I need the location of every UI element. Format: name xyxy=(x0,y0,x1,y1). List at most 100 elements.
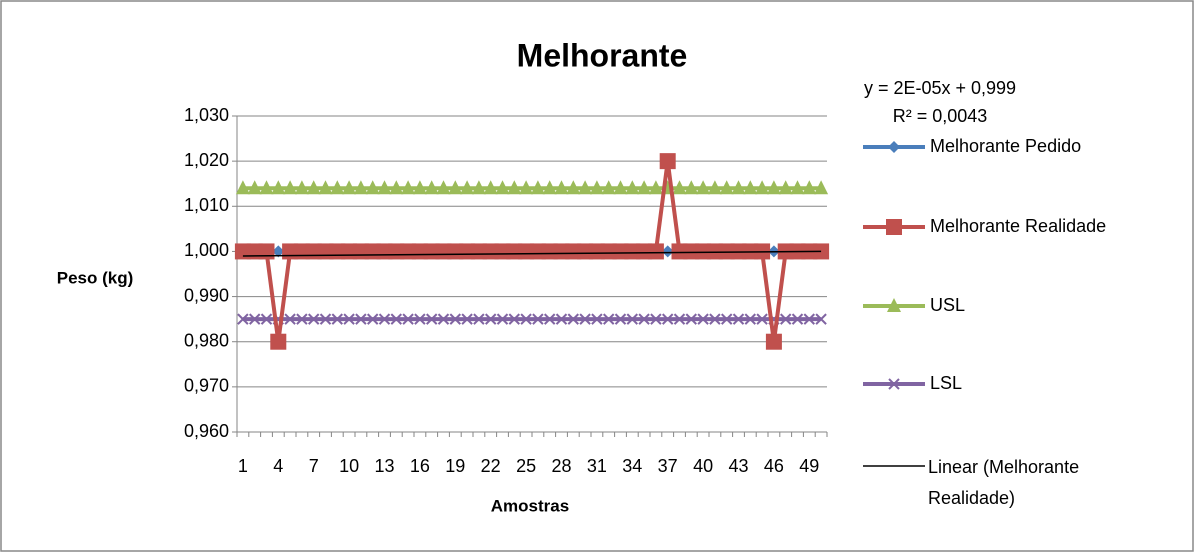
y-tick-label: 1,010 xyxy=(184,195,229,215)
marker xyxy=(353,180,368,195)
marker xyxy=(378,313,391,325)
legend-label: LSL xyxy=(930,373,962,393)
marker xyxy=(437,313,450,325)
marker xyxy=(473,313,485,325)
marker xyxy=(343,313,355,325)
x-tick-label: 37 xyxy=(658,456,678,476)
marker xyxy=(886,219,902,235)
marker xyxy=(412,180,427,195)
x-axis-title: Amostras xyxy=(491,496,569,515)
marker xyxy=(271,180,286,195)
trend-equation: y = 2E-05x + 0,999 xyxy=(864,78,1016,98)
y-tick-label: 0,990 xyxy=(184,285,229,305)
marker xyxy=(318,180,333,195)
marker xyxy=(707,180,722,195)
marker xyxy=(650,313,662,325)
marker xyxy=(756,313,768,325)
marker xyxy=(542,180,557,195)
marker xyxy=(496,313,509,325)
marker xyxy=(247,180,262,195)
marker xyxy=(720,313,733,325)
marker xyxy=(248,313,261,325)
y-tick-label: 0,960 xyxy=(184,421,229,441)
x-tick-label: 40 xyxy=(693,456,713,476)
marker xyxy=(602,313,615,325)
y-axis-title: Peso (kg) xyxy=(57,268,134,287)
trendline xyxy=(242,250,822,257)
marker xyxy=(461,313,473,325)
x-tick-label: 34 xyxy=(622,456,642,476)
marker xyxy=(778,180,793,195)
marker xyxy=(377,180,392,195)
marker xyxy=(755,180,770,195)
marker xyxy=(366,313,379,325)
y-tick-label: 1,000 xyxy=(184,240,229,260)
legend-label: Linear (Melhorante Realidade) xyxy=(928,457,1080,508)
marker xyxy=(814,180,829,195)
marker xyxy=(696,180,711,195)
marker xyxy=(791,313,804,325)
marker xyxy=(554,180,569,195)
legend-label: USL xyxy=(930,295,965,315)
marker xyxy=(471,180,486,195)
marker xyxy=(307,313,320,325)
marker xyxy=(306,180,321,195)
marker xyxy=(532,313,544,325)
marker xyxy=(296,313,308,325)
marker xyxy=(614,313,627,325)
x-tick-label: 43 xyxy=(728,456,748,476)
series-markers xyxy=(235,180,829,195)
marker xyxy=(888,141,900,153)
marker xyxy=(283,180,298,195)
marker xyxy=(401,180,416,195)
marker xyxy=(685,313,698,325)
marker xyxy=(449,313,462,325)
marker xyxy=(260,313,273,325)
marker xyxy=(495,180,510,195)
x-tick-label: 25 xyxy=(516,456,536,476)
marker xyxy=(237,313,249,325)
y-tick-label: 0,970 xyxy=(184,376,229,396)
marker xyxy=(330,180,345,195)
marker xyxy=(566,180,581,195)
marker xyxy=(647,243,664,260)
marker xyxy=(424,180,439,195)
marker xyxy=(779,313,792,325)
marker xyxy=(483,180,498,195)
trend-r2: R² = 0,0043 xyxy=(893,106,988,126)
x-tick-label: 16 xyxy=(410,456,430,476)
marker xyxy=(625,180,640,195)
series-markers xyxy=(237,313,827,325)
marker xyxy=(659,153,676,170)
marker xyxy=(626,313,639,325)
marker xyxy=(709,313,721,325)
marker xyxy=(579,313,591,325)
marker xyxy=(294,180,309,195)
marker xyxy=(766,180,781,195)
marker xyxy=(272,245,285,258)
marker xyxy=(887,298,901,312)
marker xyxy=(319,313,332,325)
y-tick-label: 1,020 xyxy=(184,150,229,170)
marker xyxy=(284,313,296,325)
y-tick-label: 0,980 xyxy=(184,330,229,350)
marker xyxy=(436,180,451,195)
series-markers xyxy=(234,153,830,350)
marker xyxy=(637,180,652,195)
marker xyxy=(802,180,817,195)
x-tick-label: 4 xyxy=(273,456,283,476)
chart-title: Melhorante xyxy=(517,37,688,73)
marker xyxy=(507,180,522,195)
x-tick-label: 7 xyxy=(309,456,319,476)
y-tick-label: 1,030 xyxy=(184,105,229,125)
marker xyxy=(355,313,367,325)
marker xyxy=(519,180,534,195)
marker xyxy=(589,180,604,195)
x-tick-label: 1 xyxy=(238,456,248,476)
marker xyxy=(661,313,674,325)
marker xyxy=(790,180,805,195)
marker xyxy=(672,180,687,195)
x-tick-label: 19 xyxy=(445,456,465,476)
